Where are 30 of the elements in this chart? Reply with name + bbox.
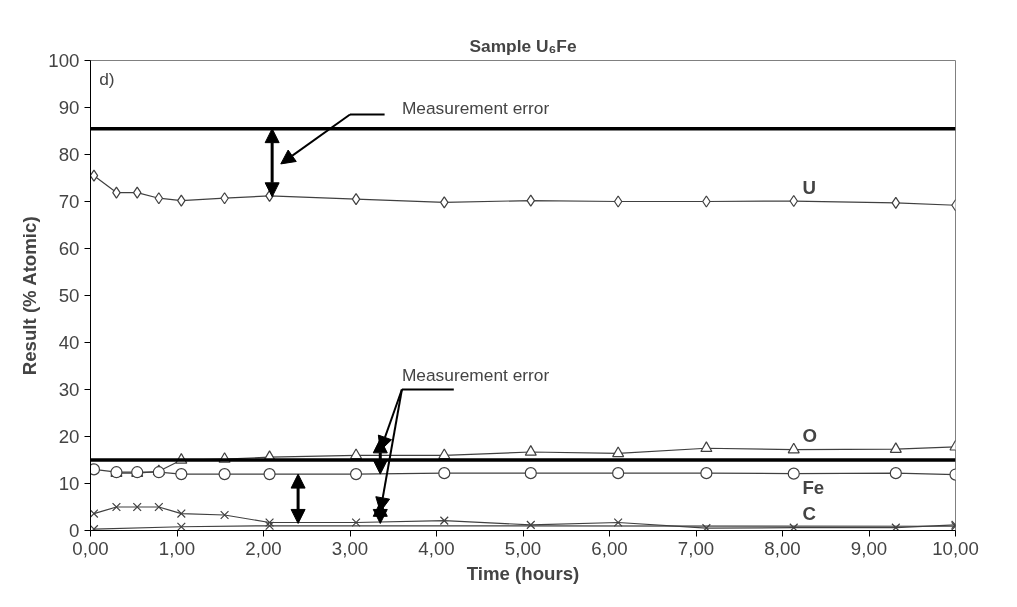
- y-tick-label: 30: [58, 379, 80, 400]
- x-tick-label: 8,00: [764, 537, 801, 559]
- series-label: Fe: [802, 477, 825, 499]
- y-tick-label: 60: [58, 238, 80, 259]
- annotation: Measurement error: [401, 365, 550, 386]
- y-tick-label: 90: [58, 97, 80, 118]
- series-label: C: [802, 503, 816, 525]
- chart-title: Sample U₆Fe: [469, 35, 577, 56]
- y-tick-label: 70: [58, 191, 80, 212]
- x-tick-label: 9,00: [850, 537, 888, 559]
- series-label: O: [802, 425, 817, 447]
- y-tick-label: 100: [48, 50, 80, 71]
- x-axis-title: Time (hours): [466, 562, 580, 584]
- annotation: Measurement error: [401, 97, 550, 118]
- y-tick-label: 10: [58, 473, 80, 494]
- annotation: d): [99, 69, 115, 90]
- x-tick-label: 6,00: [591, 537, 628, 559]
- x-tick-label: 7,00: [677, 537, 715, 559]
- series-label: U: [802, 176, 816, 198]
- x-tick-label: 1,00: [158, 537, 196, 559]
- x-tick-label: 2,00: [245, 537, 282, 559]
- x-tick-label: 5,00: [504, 537, 542, 559]
- y-tick-label: 40: [58, 332, 80, 353]
- y-tick-label: 50: [58, 285, 80, 306]
- y-tick-label: 20: [58, 426, 80, 447]
- x-tick-label: 3,00: [331, 537, 369, 559]
- y-axis-title: Result (% Atomic): [19, 216, 41, 376]
- x-tick-label: 4,00: [418, 537, 455, 559]
- x-tick-label: 10,00: [932, 537, 979, 559]
- y-tick-label: 80: [58, 144, 80, 165]
